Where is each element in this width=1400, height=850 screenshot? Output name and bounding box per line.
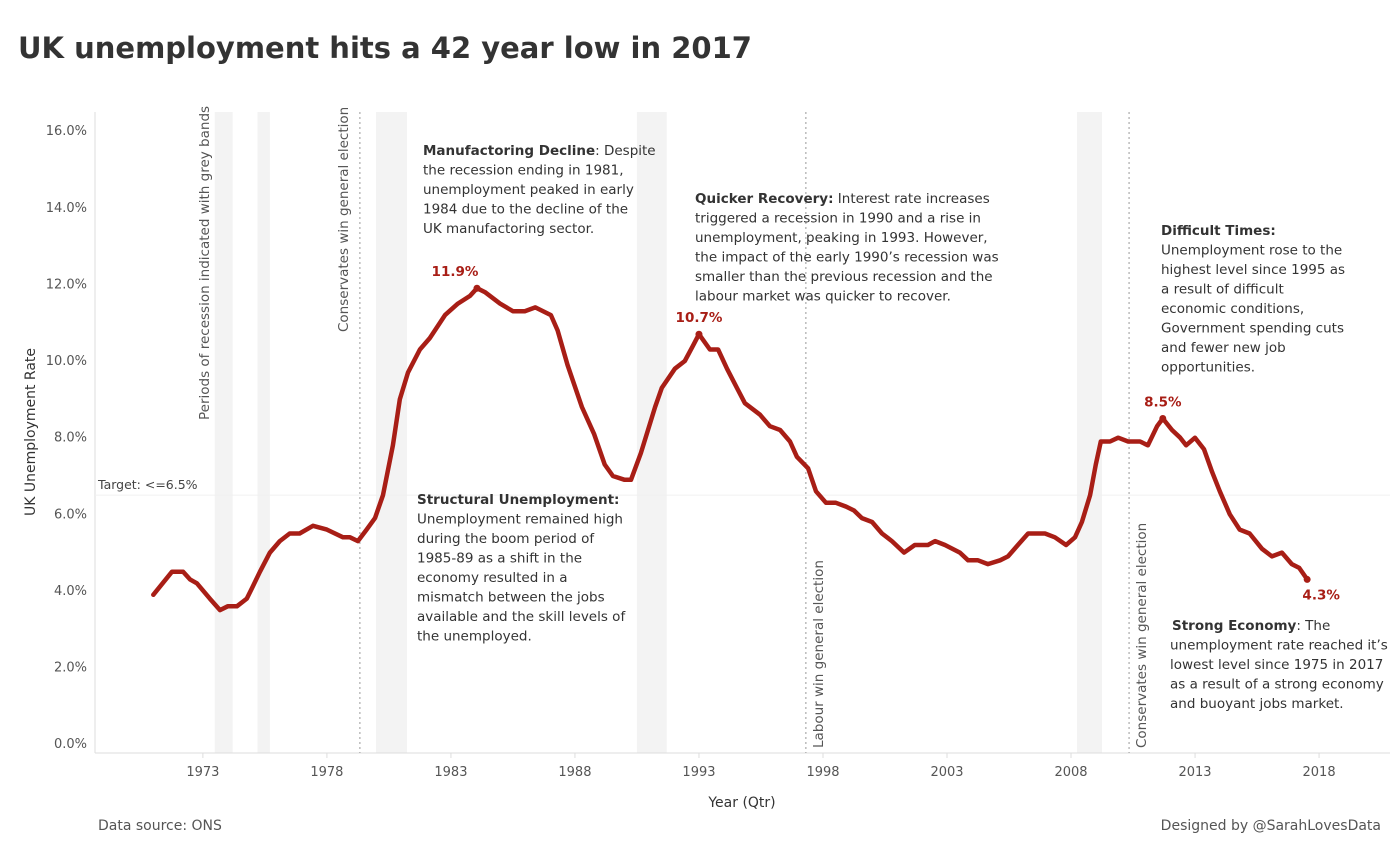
y-tick-label: 12.0% bbox=[46, 277, 87, 292]
annotation-line: unemployment peaked in early bbox=[423, 182, 634, 198]
recession-band bbox=[214, 112, 233, 753]
annotation-line: mismatch between the jobs bbox=[417, 590, 605, 606]
annotation-line: opportunities. bbox=[1161, 360, 1255, 376]
annotation-line: during the boom period of bbox=[417, 531, 595, 547]
y-tick-label: 0.0% bbox=[54, 737, 87, 752]
x-tick-label: 1993 bbox=[682, 765, 715, 780]
y-tick-label: 10.0% bbox=[46, 354, 87, 369]
annotation-line: 1985-89 as a shift in the bbox=[417, 551, 582, 567]
annotation-line: and buoyant jobs market. bbox=[1170, 696, 1344, 712]
y-tick-label: 2.0% bbox=[54, 661, 87, 676]
x-tick-label: 1973 bbox=[186, 765, 219, 780]
point-dot bbox=[1159, 415, 1167, 423]
annotation-title: Quicker Recovery: bbox=[695, 191, 834, 207]
annotation-line: unemployment, peaking in 1993. However, bbox=[695, 230, 988, 246]
y-tick-label: 4.0% bbox=[54, 584, 87, 599]
annotation-line: a result of difficult bbox=[1161, 282, 1284, 298]
annotation-line: the recession ending in 1981, bbox=[423, 163, 624, 179]
annotation: Strong Economy: The unemployment rate rea… bbox=[1170, 618, 1388, 712]
point-label: 4.3% bbox=[1302, 587, 1340, 603]
annotation-line: : Despite bbox=[595, 143, 656, 159]
source: Data source: ONS bbox=[98, 818, 222, 834]
annotation-line: Unemployment remained high bbox=[417, 512, 623, 528]
point-dot bbox=[473, 284, 481, 292]
x-axis-label: Year (Qtr) bbox=[707, 795, 775, 811]
y-tick-label: 16.0% bbox=[46, 124, 87, 139]
event-label: Labour win general election bbox=[811, 560, 827, 748]
annotation-title: Structural Unemployment: bbox=[417, 492, 619, 508]
annotation-line: labour market was quicker to recover. bbox=[695, 289, 951, 305]
y-tick-label: 8.0% bbox=[54, 431, 87, 446]
annotation-line: the impact of the early 1990’s recession… bbox=[695, 250, 999, 266]
annotation-line: as a result of a strong economy bbox=[1170, 677, 1384, 693]
x-tick-label: 2003 bbox=[930, 765, 963, 780]
x-tick-label: 1998 bbox=[806, 765, 839, 780]
annotation-line: smaller than the previous recession and … bbox=[695, 269, 993, 285]
point-label: 11.9% bbox=[432, 264, 479, 280]
annotation-title: Strong Economy bbox=[1172, 618, 1297, 634]
annotation-line: unemployment rate reached it’s bbox=[1170, 638, 1388, 654]
annotation-line: and fewer new job bbox=[1161, 340, 1286, 356]
credit: Designed by @SarahLovesData bbox=[1161, 818, 1381, 834]
band-label: Periods of recession indicated with grey… bbox=[197, 106, 213, 420]
annotation-title: Difficult Times: bbox=[1161, 223, 1276, 239]
annotation-line: 1984 due to the decline of the bbox=[423, 202, 628, 218]
event-label: Conservates win general election bbox=[1134, 523, 1150, 748]
annotation-line: Interest rate increases bbox=[834, 191, 990, 207]
annotation-line: : The bbox=[1296, 618, 1330, 634]
annotation-title: Manufactoring Decline bbox=[423, 143, 595, 159]
x-tick-label: 1978 bbox=[310, 765, 343, 780]
point-dot bbox=[695, 330, 703, 338]
y-tick-label: 14.0% bbox=[46, 201, 87, 216]
unemployment-line bbox=[151, 285, 1310, 613]
recession-band bbox=[636, 112, 667, 753]
annotation-line: the unemployed. bbox=[417, 629, 532, 645]
annotation-line: highest level since 1995 as bbox=[1161, 262, 1345, 278]
annotation: Manufactoring Decline: Despite the recess… bbox=[423, 143, 656, 237]
annotation: Structural Unemployment: Unemployment rem… bbox=[417, 492, 626, 645]
recession-band bbox=[376, 112, 408, 753]
x-tick-label: 2013 bbox=[1178, 765, 1211, 780]
annotation-line: triggered a recession in 1990 and a rise… bbox=[695, 211, 981, 227]
annotation-line: Government spending cuts bbox=[1161, 321, 1344, 337]
point-label: 8.5% bbox=[1144, 395, 1182, 411]
annotation-line: economic conditions, bbox=[1161, 301, 1304, 317]
annotation-line: Unemployment rose to the bbox=[1161, 243, 1342, 259]
x-tick-label: 2018 bbox=[1303, 765, 1336, 780]
x-tick-label: 1983 bbox=[434, 765, 467, 780]
annotation-line: lowest level since 1975 in 2017 bbox=[1170, 657, 1383, 673]
event-label: Conservates win general election bbox=[336, 107, 352, 332]
recession-band bbox=[1076, 112, 1103, 753]
annotation: Difficult Times: Unemployment rose to the… bbox=[1161, 223, 1345, 376]
point-dot bbox=[1303, 575, 1311, 583]
recession-band bbox=[257, 112, 270, 753]
target-label: Target: <=6.5% bbox=[97, 477, 198, 492]
y-axis-label: UK Unemployment Rate bbox=[23, 348, 39, 516]
annotation-line: UK manufactoring sector. bbox=[423, 221, 594, 237]
point-label: 10.7% bbox=[676, 310, 723, 326]
annotation-line: available and the skill levels of bbox=[417, 609, 626, 625]
annotation-line: economy resulted in a bbox=[417, 570, 567, 586]
chart-title: UK unemployment hits a 42 year low in 20… bbox=[18, 31, 752, 65]
annotation: Quicker Recovery: Interest rate increase… bbox=[695, 191, 999, 305]
x-tick-label: 2008 bbox=[1054, 765, 1087, 780]
x-tick-label: 1988 bbox=[558, 765, 591, 780]
y-tick-label: 6.0% bbox=[54, 507, 87, 522]
